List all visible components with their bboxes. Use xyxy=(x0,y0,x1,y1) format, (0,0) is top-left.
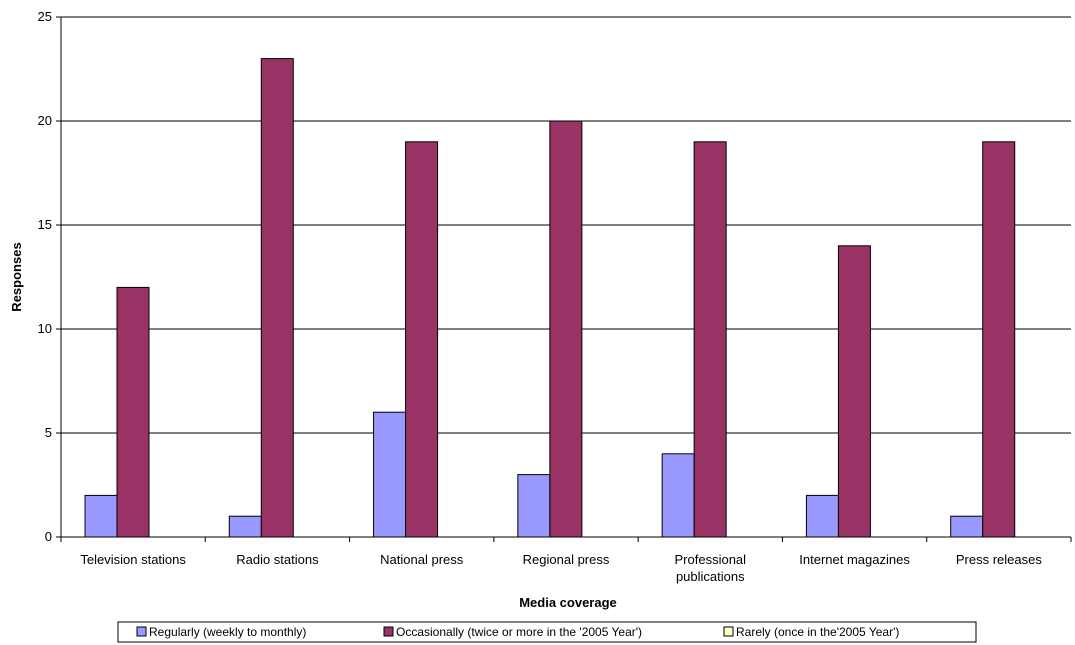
bar xyxy=(260,58,294,538)
bar xyxy=(373,411,407,538)
legend-label: Occasionally (twice or more in the '2005… xyxy=(396,625,642,639)
y-tick-label: 5 xyxy=(45,425,52,440)
bar xyxy=(116,286,150,538)
axes xyxy=(56,16,1072,542)
legend-box xyxy=(117,621,977,643)
legend-swatch xyxy=(136,626,147,637)
bar xyxy=(805,494,839,538)
x-axis-title: Media coverage xyxy=(519,595,617,610)
bar xyxy=(228,515,262,538)
x-tick-label: Radio stations xyxy=(236,552,319,567)
x-tick-label: Internet magazines xyxy=(799,552,910,567)
bar xyxy=(837,245,871,538)
bar xyxy=(661,453,695,538)
bar xyxy=(982,141,1016,538)
legend: Regularly (weekly to monthly) Occasionall… xyxy=(117,621,977,643)
bars xyxy=(84,58,1016,538)
bar xyxy=(549,120,583,538)
y-tick-label: 25 xyxy=(38,9,52,24)
y-tick-label: 0 xyxy=(45,529,52,544)
bar xyxy=(950,515,984,538)
y-tick-label: 15 xyxy=(38,217,52,232)
tick-labels: 0 5 10 15 20 25 Television stations Radio stati… xyxy=(38,9,1043,584)
y-tick-label: 20 xyxy=(38,113,52,128)
x-tick-label: Press releases xyxy=(956,552,1042,567)
bar xyxy=(405,141,439,538)
x-tick-label: Regional press xyxy=(523,552,610,567)
x-tick-label: Professional publications xyxy=(675,552,747,584)
legend-swatch xyxy=(723,626,734,637)
bar xyxy=(84,494,118,538)
legend-label: Rarely (once in the'2005 Year') xyxy=(736,625,899,639)
x-tick-label: Television stations xyxy=(80,552,186,567)
legend-swatch xyxy=(383,626,394,637)
x-tick-label: National press xyxy=(380,552,464,567)
y-tick-label: 10 xyxy=(38,321,52,336)
bar xyxy=(517,474,551,538)
legend-label: Regularly (weekly to monthly) xyxy=(149,625,306,639)
y-axis-title: Responses xyxy=(9,242,24,311)
bar xyxy=(693,141,727,538)
